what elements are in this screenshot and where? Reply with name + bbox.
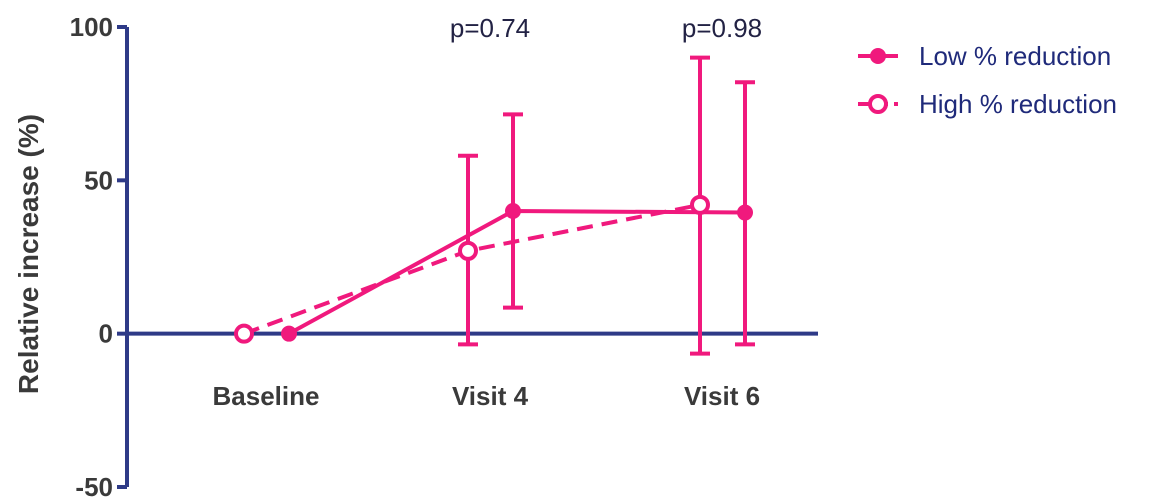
x-tick-label: Visit 6 [684,381,760,411]
y-tick-label: 0 [99,319,113,349]
series-line [288,208,746,336]
series-layer [234,55,755,356]
p-value-annotation: p=0.98 [682,13,762,43]
legend-marker [868,94,888,114]
data-point [281,325,297,342]
legend-label: Low % reduction [919,41,1111,71]
data-point [458,240,478,261]
x-tick-label: Visit 4 [452,381,529,411]
p-value-annotation: p=0.74 [450,13,530,43]
legend-item: Low % reduction [858,41,1111,71]
data-point [234,323,254,344]
labels-layer: 100 50 0 -50 Relative increase (%) Baseline Vi… [13,12,762,499]
y-tick-label: -50 [75,472,113,499]
data-point [737,204,753,221]
y-tick-label: 50 [84,165,113,195]
legend-marker [870,48,886,64]
y-axis-title: Relative increase (%) [13,114,44,394]
legend-label: High % reduction [919,89,1117,119]
legend: Low % reduction High % reduction [858,41,1117,119]
x-tick-label: Baseline [213,381,320,411]
series-line [243,202,701,336]
legend-item: High % reduction [858,89,1117,119]
data-point [690,194,710,215]
data-point [505,203,521,219]
y-tick-label: 100 [70,12,113,42]
